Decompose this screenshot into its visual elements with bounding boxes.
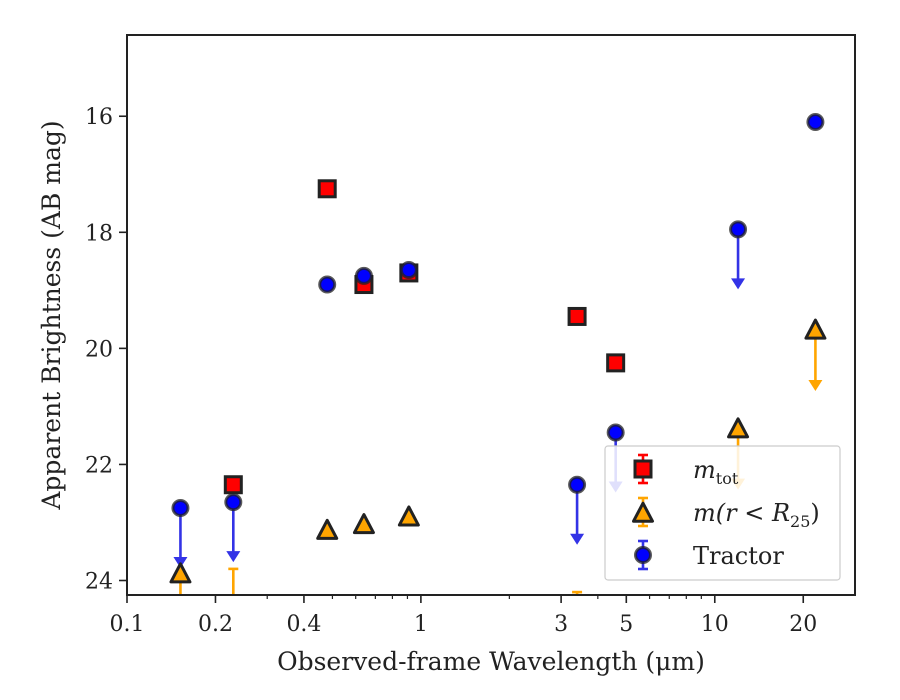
- y-tick-label: 24: [85, 569, 113, 594]
- legend-label-main: m: [693, 456, 716, 484]
- legend-frame: [604, 445, 841, 581]
- legend-tot-marker: [633, 459, 653, 479]
- tractor-point: [354, 266, 373, 285]
- tot-point: [317, 179, 337, 199]
- legend-label-tot: mtot: [693, 456, 739, 488]
- r25-upper-limit-arrow-head: [173, 627, 187, 638]
- x-axis-label: Observed-frame Wavelength (μm): [277, 647, 705, 676]
- tractor-upper-limit-arrow: [570, 483, 585, 545]
- tractor-point: [729, 220, 748, 239]
- legend-r25-marker: [632, 501, 654, 523]
- axes-ticks: 0.1 0.2 0.4 1 3 5 10 20 16 18 20 22 24: [85, 105, 817, 637]
- x-tick-label: 10: [701, 612, 729, 637]
- tractor-upper-limit-arrow-head: [226, 551, 241, 563]
- tractor-point: [806, 113, 825, 132]
- tractor-upper-limit-arrow-head: [731, 278, 746, 290]
- legend-label-r25: m(r < R25): [693, 499, 820, 531]
- tot-point: [567, 306, 587, 326]
- tot-point: [606, 353, 626, 373]
- r25-upper-limit-arrow: [572, 590, 583, 595]
- x-tick-label: 0.1: [110, 612, 145, 637]
- r25-point: [169, 562, 192, 584]
- plot-marks: [169, 113, 827, 638]
- tractor-point: [224, 493, 243, 512]
- y-axis-label: Apparent Brightness (AB mag): [37, 120, 66, 510]
- y-tick-label: 18: [85, 221, 113, 246]
- tractor-point: [318, 275, 337, 294]
- tractor-upper-limit-arrow: [226, 500, 241, 563]
- r25-point: [727, 417, 750, 439]
- r25-point: [352, 513, 375, 535]
- r25-point: [397, 505, 420, 527]
- x-tick-label: 1: [414, 612, 428, 637]
- tractor-point: [606, 423, 625, 442]
- r25-upper-limit-arrow: [228, 567, 239, 595]
- x-tick-label: 0.2: [198, 612, 233, 637]
- r25-upper-limit-arrow: [808, 329, 823, 391]
- x-tick-label: 0.4: [286, 612, 321, 637]
- r25-upper-limit-arrow: [173, 576, 187, 638]
- legend-label-main: m(r < R: [693, 499, 790, 527]
- tot-point: [223, 475, 243, 495]
- x-tick-label: 5: [619, 612, 633, 637]
- tractor-point: [568, 475, 587, 494]
- r25-point: [804, 318, 827, 340]
- y-tick-label: 22: [85, 453, 113, 478]
- r25-point: [316, 518, 339, 540]
- y-tick-label: 20: [85, 337, 113, 362]
- tractor-point: [399, 261, 418, 280]
- r25-upper-limit-arrow-head: [808, 379, 823, 391]
- legend: mtot m(r < R25) Tractor: [604, 445, 841, 581]
- legend-label-sub: 25: [790, 512, 810, 531]
- x-tick-label: 20: [789, 612, 817, 637]
- legend-label-end: ): [810, 499, 819, 527]
- tractor-upper-limit-arrow: [173, 506, 188, 568]
- legend-label-tractor: Tractor: [693, 542, 784, 570]
- x-tick-label: 3: [554, 612, 568, 637]
- legend-label-sub: tot: [716, 469, 739, 488]
- tractor-upper-limit-arrow: [731, 228, 746, 290]
- legend-tractor-marker: [634, 546, 652, 564]
- tractor-upper-limit-arrow-head: [570, 533, 585, 545]
- plot-frame: [126, 34, 856, 596]
- y-tick-label: 16: [85, 105, 113, 130]
- tractor-point: [171, 498, 190, 517]
